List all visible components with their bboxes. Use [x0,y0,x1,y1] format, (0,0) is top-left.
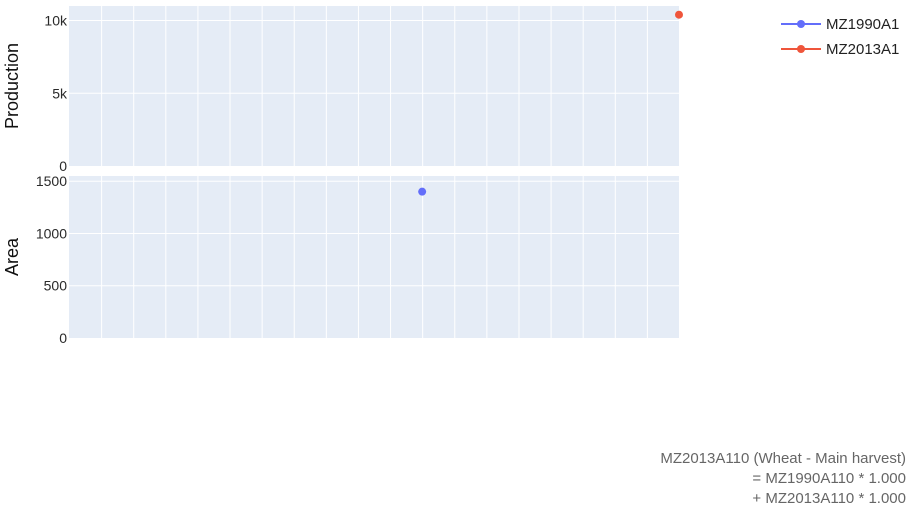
y-tick-label: 500 [44,278,68,294]
y-tick-label: 0 [59,158,67,174]
annotation-line-term-2: + MZ2013A110 * 1.000 [752,490,906,507]
y-tick-label: 0 [59,330,67,346]
y-tick-label: 1500 [36,173,67,189]
y-tick-label: 10k [44,13,68,29]
y-axis-title-2: Area [2,237,22,276]
data-point [418,187,427,196]
annotation-line-term-1: = MZ1990A110 * 1.000 [752,470,906,487]
legend-marker [797,45,805,53]
legend-label: MZ2013A1 [826,41,899,58]
legend-marker [797,20,805,28]
annotation-line-title: MZ2013A110 (Wheat - Main harvest) [660,450,906,467]
formula-annotation: MZ2013A110 (Wheat - Main harvest) = MZ19… [660,449,906,509]
data-point [675,10,683,19]
plot-area-1 [69,6,679,166]
plot-area-2 [69,176,679,338]
y-tick-label: 1000 [36,225,67,241]
y-axis-title-1: Production [2,43,22,129]
y-tick-label: 5k [52,85,68,101]
legend-label: MZ1990A1 [826,16,899,33]
